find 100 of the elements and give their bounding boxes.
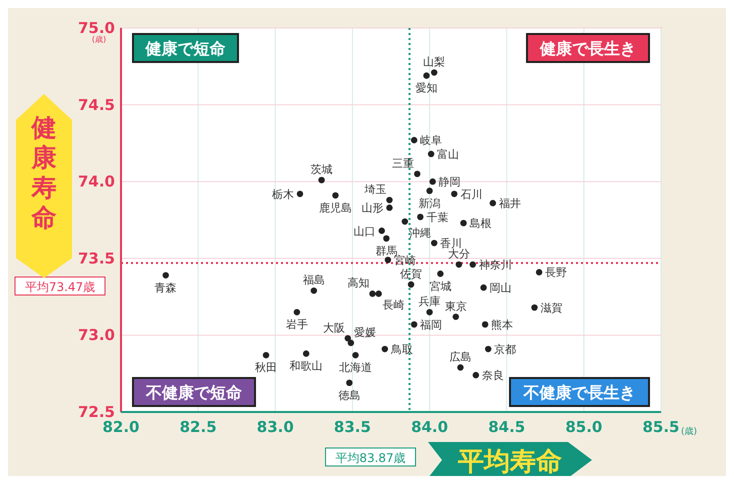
annotation: 不健康で短命 [145, 383, 242, 402]
point [470, 261, 476, 268]
point [429, 178, 436, 185]
annotation: 徳島 [338, 388, 360, 402]
point [490, 200, 496, 206]
point [383, 235, 390, 242]
annotation: 大阪 [322, 321, 345, 334]
x-tick-label: 85.0 [565, 418, 602, 436]
point [162, 272, 169, 278]
point [344, 335, 351, 342]
point [378, 228, 385, 234]
text: (歳) [681, 426, 698, 437]
point [310, 287, 318, 294]
annotation: 大分 [448, 248, 470, 261]
annotation: 不健康で長生き [522, 383, 636, 402]
annotation: 千葉 [426, 210, 448, 224]
annotation: 岡山 [490, 282, 512, 295]
annotation: 栃木 [272, 188, 294, 201]
annotation: 青森 [154, 281, 177, 294]
annotation: 福岡 [420, 318, 442, 332]
x-tick-label: 82.5 [180, 418, 217, 436]
y-tick-label: 73.5 [78, 249, 115, 268]
point [352, 352, 359, 358]
point [294, 308, 300, 316]
annotation: 熊本 [491, 318, 514, 332]
point [482, 321, 488, 328]
annotation: 富山 [437, 148, 460, 161]
annotation: 兵庫 [418, 295, 441, 308]
point [485, 346, 492, 352]
point [386, 196, 393, 204]
point [536, 269, 542, 276]
annotation: 滋賀 [540, 302, 562, 315]
annotation: 東京 [444, 300, 467, 313]
x-tick-label: 85.5 [642, 418, 680, 436]
annotation: 高知 [347, 276, 370, 290]
x-axis-title: 平均寿命 [457, 447, 562, 477]
point [302, 350, 310, 357]
annotation: 山口 [354, 224, 376, 238]
point [332, 192, 339, 199]
point [437, 270, 444, 277]
point [375, 290, 382, 297]
point [457, 364, 464, 371]
annotation: 秋田 [255, 361, 278, 374]
ref-line-label: 平均83.87歳 [335, 451, 406, 465]
y-tick-label: 72.5 [78, 403, 115, 421]
annotation: 鹿児島 [318, 201, 352, 214]
y-tick-label: 73.0 [78, 326, 115, 344]
annotation: 島根 [470, 217, 492, 230]
y-tick-label: 74.0 [78, 172, 115, 191]
annotation: 新潟 [418, 196, 441, 210]
annotation: 長崎 [382, 298, 405, 312]
annotation: 和歌山 [290, 360, 323, 373]
annotation: 広島 [449, 350, 472, 364]
annotation: 奈良 [482, 369, 504, 382]
annotation: 山梨 [423, 56, 446, 69]
annotation: 京都 [494, 343, 516, 356]
annotation: 神奈川 [478, 258, 512, 272]
point [423, 72, 430, 79]
point [417, 214, 424, 220]
y-tick-label: 74.5 [78, 96, 115, 114]
point [402, 218, 408, 225]
point [346, 380, 353, 386]
annotation: 愛知 [415, 82, 438, 95]
point [531, 304, 538, 311]
annotation: 香川 [440, 237, 462, 250]
annotation: 山形 [361, 202, 384, 215]
x-tick-label: 82.0 [102, 418, 140, 436]
annotation: 茨城 [310, 163, 333, 176]
y-axis-title: 健康寿命 [30, 113, 56, 232]
annotation: 岩手 [286, 318, 308, 332]
point [348, 340, 354, 346]
annotation: 岐阜 [420, 134, 442, 148]
annotation: 北海道 [339, 361, 372, 374]
point [451, 190, 458, 198]
annotation: 健康で長生き [539, 39, 636, 58]
point [480, 284, 487, 291]
point [426, 188, 433, 194]
point [384, 256, 392, 264]
x-tick-label: 83.0 [256, 418, 294, 436]
point [460, 220, 467, 226]
x-tick-label: 84.5 [488, 418, 526, 436]
point [408, 281, 414, 288]
point [296, 190, 304, 198]
point [414, 170, 420, 178]
point [369, 290, 376, 297]
point [410, 321, 418, 328]
annotation: 沖縄 [408, 226, 431, 240]
annotation: 福島 [302, 274, 325, 287]
point [431, 69, 438, 76]
annotation: 愛媛 [354, 326, 376, 339]
annotation: 埼玉 [363, 183, 386, 196]
annotation: 静岡 [438, 176, 461, 189]
annotation: 佐賀 [400, 268, 422, 281]
annotation: 三重 [392, 156, 414, 170]
point [318, 176, 325, 184]
x-tick-label: 84.0 [411, 418, 448, 436]
ref-line-label: 平均73.47歳 [24, 280, 96, 294]
point [382, 346, 388, 352]
point [410, 136, 418, 144]
y-tick-label: 75.0 [78, 19, 115, 37]
